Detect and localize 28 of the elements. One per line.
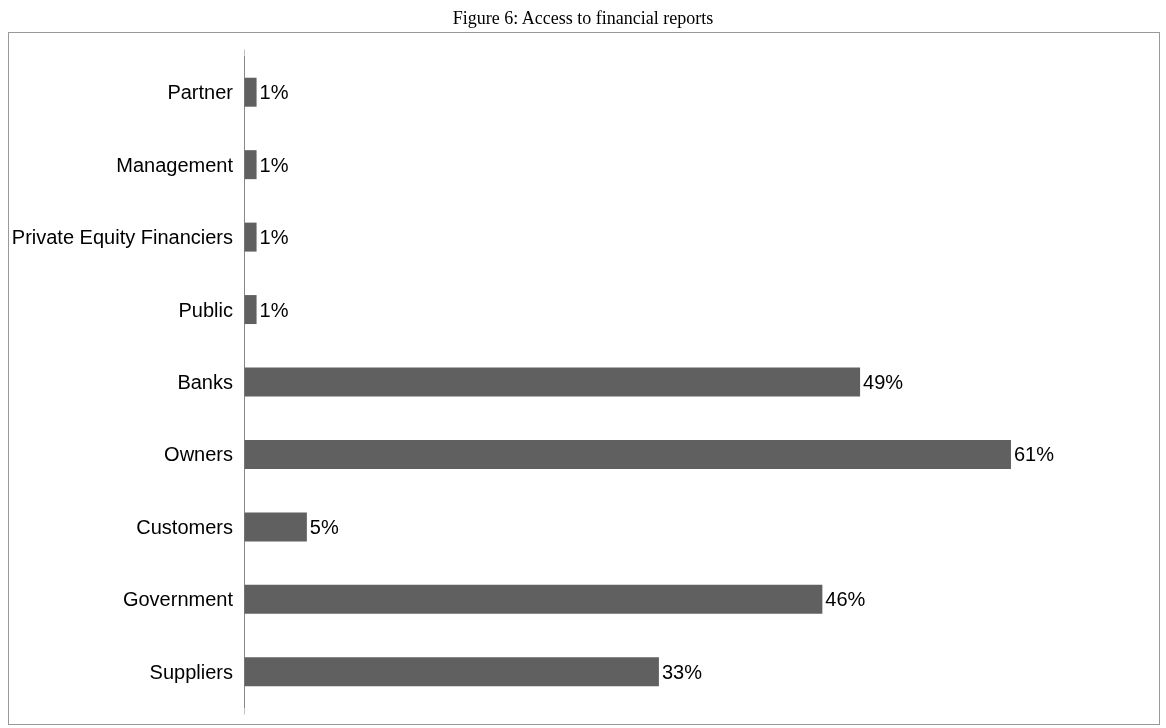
data-label: 49%	[863, 371, 904, 393]
data-label: 1%	[259, 81, 289, 104]
y-tick-label: Private Equity Financiers	[11, 226, 233, 249]
bar	[244, 512, 307, 542]
bar	[244, 222, 257, 252]
data-label: 46%	[825, 588, 866, 611]
bar	[244, 439, 1011, 469]
bar	[244, 657, 659, 687]
y-tick-label: Public	[178, 298, 233, 321]
y-tick-label: Banks	[177, 371, 233, 393]
bar	[244, 367, 861, 397]
data-label: 1%	[259, 298, 289, 321]
bar	[244, 150, 257, 180]
data-label: 1%	[259, 226, 289, 249]
y-tick-label: Management	[116, 153, 234, 176]
bar	[244, 295, 257, 325]
y-tick-label: Suppliers	[149, 660, 233, 683]
data-label: 33%	[661, 660, 703, 683]
data-label: 1%	[259, 153, 289, 176]
y-tick-label: Partner	[167, 81, 234, 104]
y-tick-label: Government	[122, 588, 234, 611]
bar	[244, 77, 257, 107]
bar	[244, 584, 823, 614]
data-label: 5%	[309, 515, 339, 538]
chart-title: Figure 6: Access to financial reports	[452, 7, 714, 28]
data-label: 61%	[1013, 443, 1055, 466]
y-tick-label: Owners	[164, 443, 233, 466]
y-tick-label: Customers	[136, 515, 233, 538]
